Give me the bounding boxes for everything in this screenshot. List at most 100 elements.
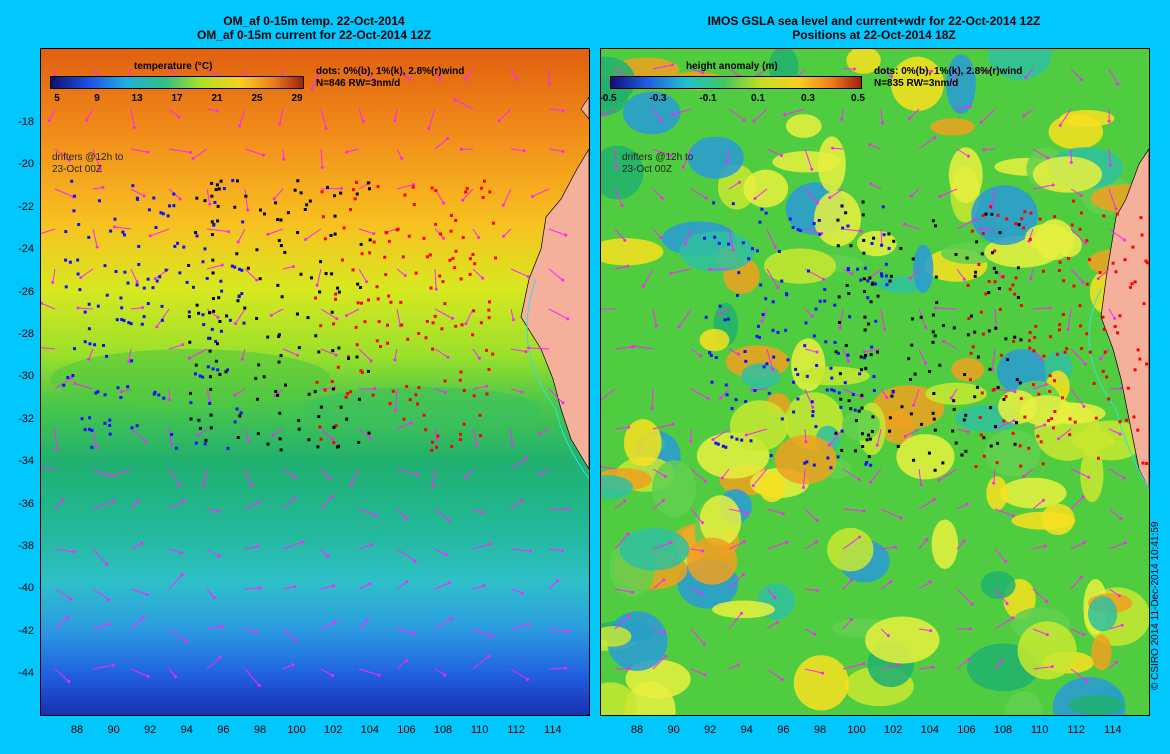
latitude-tick: -34: [18, 455, 34, 468]
vector-head: [925, 537, 929, 541]
drifter-dot: [967, 317, 971, 321]
current-vector: [880, 664, 899, 670]
drifter-dot: [1047, 419, 1051, 423]
anomaly-blob: [987, 49, 1052, 81]
current-vector: [358, 544, 373, 550]
drifter-dot: [297, 418, 301, 422]
drifter-dot: [164, 268, 168, 272]
drifter-dot: [792, 410, 796, 414]
current-vector: [870, 183, 882, 190]
current-vector: [728, 573, 744, 590]
current-vector: [244, 668, 260, 686]
drifter-dot: [367, 298, 371, 302]
drifter-dot: [129, 322, 133, 326]
vector-head: [369, 359, 373, 363]
current-vector: [652, 628, 664, 633]
vector-head: [752, 119, 756, 123]
drifter-dot: [749, 439, 753, 443]
drifter-dot: [735, 437, 739, 441]
drifter-dot: [160, 304, 164, 308]
drifter-dot: [356, 282, 360, 286]
drifter-dot: [993, 280, 997, 284]
vector-head: [1048, 306, 1052, 310]
drifter-dot: [231, 179, 235, 183]
drifter-dot: [784, 328, 788, 332]
vector-head: [1056, 437, 1060, 441]
drifter-dot: [846, 266, 850, 270]
longitude-tick: 92: [144, 724, 157, 736]
drifter-dot: [858, 372, 862, 376]
drifter-dot: [1065, 347, 1069, 351]
drifter-dot: [933, 334, 937, 338]
vector-head: [1043, 544, 1047, 548]
vector-head: [113, 225, 117, 229]
drifter-dot: [355, 192, 359, 196]
vector-head: [511, 318, 515, 322]
drifter-dot: [772, 355, 776, 359]
drifter-dot: [785, 292, 789, 296]
drifter-dot: [1016, 295, 1020, 299]
vector-head: [1116, 82, 1120, 86]
vector-head: [530, 194, 534, 198]
drifter-dot: [126, 385, 130, 389]
vector-head: [933, 136, 937, 140]
vector-head: [641, 284, 645, 288]
current-vector: [168, 628, 187, 642]
drifter-dot: [431, 347, 435, 351]
current-vector: [74, 383, 94, 390]
drifter-dot: [236, 299, 240, 303]
drifter-dot: [208, 375, 212, 379]
drifter-dot: [1049, 335, 1053, 339]
vector-head: [254, 630, 258, 634]
drifter-dot: [130, 359, 134, 363]
colorbar-tick: 9: [94, 93, 100, 104]
current-vector: [244, 468, 252, 486]
drifter-dot: [805, 374, 809, 378]
drifter-dot: [330, 380, 334, 384]
right-stats: dots: 0%(b), 1%(k), 2.8%(r)wind N=835 RW…: [874, 66, 1022, 90]
current-vector: [804, 388, 814, 408]
current-vector: [206, 308, 219, 318]
drifter-dot: [1087, 258, 1091, 262]
current-vector: [1058, 428, 1072, 440]
current-vector: [804, 508, 818, 521]
current-vector: [880, 308, 885, 330]
drifter-dot: [198, 426, 202, 430]
vector-head: [282, 157, 286, 161]
vector-head: [660, 196, 664, 200]
current-vector: [909, 268, 920, 279]
drifter-dot: [215, 183, 219, 187]
current-vector: [92, 428, 98, 448]
current-vector: [690, 628, 705, 645]
current-vector: [168, 548, 183, 554]
drifter-dot: [331, 349, 335, 353]
current-vector: [434, 138, 449, 150]
drifter-dot: [266, 442, 270, 446]
current-vector: [282, 266, 294, 270]
current-vector: [939, 188, 958, 197]
drifter-dot: [884, 262, 888, 266]
drifter-dot: [1144, 259, 1148, 263]
drifter-dot: [1048, 374, 1052, 378]
drifter-dot: [195, 234, 199, 238]
current-vector: [728, 541, 745, 550]
current-vector: [206, 508, 219, 512]
vector-head: [180, 551, 184, 555]
current-vector: [532, 188, 550, 197]
vector-head: [489, 542, 493, 546]
vector-head: [1000, 659, 1004, 663]
drifter-dot: [408, 398, 412, 402]
vector-head: [804, 440, 808, 444]
vector-head: [135, 280, 139, 284]
drifter-dot: [194, 441, 198, 445]
drifter-dot: [114, 269, 118, 273]
latitude-tick: -36: [18, 497, 34, 510]
vector-head: [111, 499, 115, 503]
anomaly-blob: [841, 409, 880, 441]
current-vector: [983, 148, 996, 151]
vector-head: [340, 187, 344, 191]
drifter-dot: [1041, 462, 1045, 466]
drifter-dot: [203, 442, 207, 446]
vector-head: [1113, 316, 1117, 320]
vector-head: [962, 277, 966, 281]
